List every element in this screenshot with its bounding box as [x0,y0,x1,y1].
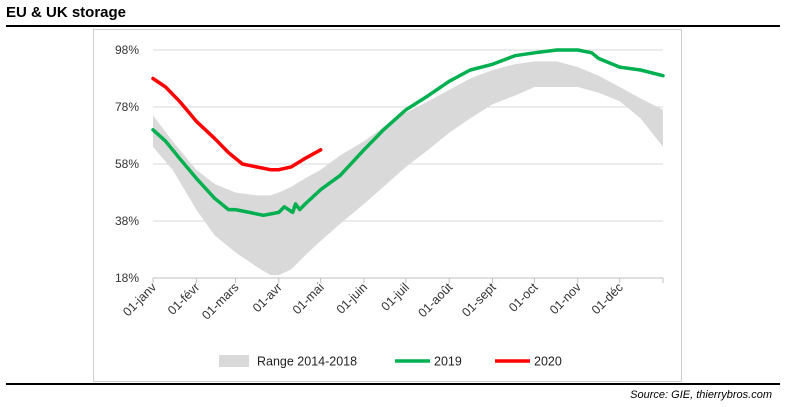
legend-label-range: Range 2014-2018 [257,355,357,369]
x-tick-label: 01-juil [379,280,412,313]
x-tick-label: 01-juin [334,280,370,316]
legend-label-2020: 2020 [534,355,562,369]
legend: Range 2014-2018 2019 2020 [219,355,562,369]
x-tick-label: 01-déc [589,280,626,317]
header-divider [6,25,780,27]
x-tick-label: 01-août [415,280,455,320]
source-note: Source: GIE, thierrybros.com [630,389,772,401]
y-tick-label: 18% [115,271,139,285]
series-line-2020 [151,76,323,172]
x-tick-label: 01-févr [165,280,202,317]
x-tick-label: 01-oct [506,280,541,315]
range-band [153,61,663,276]
x-tick-label: 01-mars [199,280,241,322]
legend-label-2019: 2019 [434,355,462,369]
y-tick-label: 38% [115,214,139,228]
footer-divider [6,383,780,385]
chart-frame [93,29,682,382]
y-tick-label: 58% [115,157,139,171]
y-tick-label: 98% [115,43,139,57]
chart-title: EU & UK storage [6,4,127,21]
y-tick-label: 78% [115,100,139,114]
x-tick-label: 01-mai [290,280,327,317]
range-band-layer [153,61,663,276]
x-tick-label: 01-nov [547,280,584,317]
series-layer [151,48,665,218]
legend-swatch-range [219,355,249,367]
x-tick-label: 01-janv [120,280,159,319]
series-line-2019 [151,48,665,218]
x-tick-label: 01-avr [250,280,285,315]
x-tick-label: 01-sept [459,280,499,320]
